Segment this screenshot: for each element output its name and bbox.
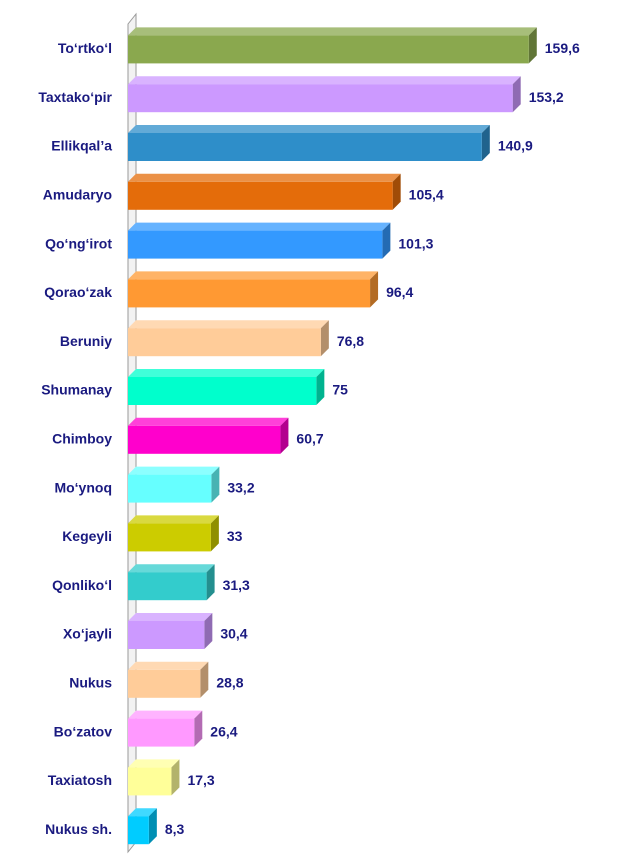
- y-tick-label: Xo‘jayli: [63, 626, 112, 642]
- bar-top: [128, 808, 157, 817]
- y-tick-label: Bo‘zatov: [54, 723, 113, 739]
- bar-top: [128, 173, 401, 182]
- y-tick-label: Taxiatosh: [48, 772, 112, 788]
- bar-side: [370, 271, 379, 308]
- bar: [128, 816, 149, 845]
- bar: [128, 377, 317, 405]
- bar-top: [128, 564, 215, 573]
- bar: [128, 230, 383, 259]
- bar-top: [128, 222, 391, 231]
- bar-top: [128, 125, 490, 133]
- bar-side: [210, 515, 219, 552]
- bar: [128, 572, 207, 601]
- bar-top: [128, 515, 219, 524]
- y-tick-label: Taxtako‘pir: [38, 89, 112, 105]
- bar-side: [320, 320, 329, 357]
- y-tick-label: Shumanay: [41, 382, 112, 398]
- bar-side: [528, 27, 537, 64]
- data-label: 33: [227, 528, 243, 544]
- bar-top: [128, 710, 203, 719]
- bar-side: [194, 710, 203, 747]
- bar-side: [171, 759, 180, 796]
- data-label: 31,3: [223, 577, 250, 593]
- y-tick-label: Qorao‘zak: [44, 284, 112, 300]
- bar-top: [128, 661, 209, 670]
- bar-side: [481, 125, 490, 161]
- y-tick-label: Qonliko‘l: [52, 577, 112, 593]
- bar-side: [512, 76, 521, 113]
- bar-side: [280, 417, 289, 454]
- bar: [128, 35, 529, 64]
- bar-top: [128, 27, 537, 36]
- y-tick-label: Nukus sh.: [45, 821, 112, 837]
- data-label: 17,3: [187, 772, 214, 788]
- bar: [128, 181, 393, 210]
- y-tick-label: Nukus: [69, 675, 112, 691]
- data-label: 75: [332, 382, 348, 398]
- bar-side: [148, 808, 157, 845]
- bar-top: [128, 320, 329, 329]
- data-label: 60,7: [296, 431, 323, 447]
- bar: [128, 767, 172, 796]
- y-tick-label: Qo‘ng‘irot: [45, 235, 112, 251]
- bar-top: [128, 76, 521, 85]
- bar: [128, 328, 321, 357]
- data-label: 101,3: [398, 235, 433, 251]
- data-label: 76,8: [337, 333, 364, 349]
- data-label: 28,8: [216, 675, 243, 691]
- bar-top: [128, 271, 379, 280]
- bar-side: [382, 222, 391, 259]
- bar: [128, 621, 205, 649]
- bar-top: [128, 613, 213, 621]
- data-label: 159,6: [545, 40, 580, 56]
- y-tick-label: Chimboy: [52, 431, 112, 447]
- y-tick-label: Ellikqal’a: [51, 138, 112, 154]
- bar-side: [316, 369, 325, 405]
- bar-side: [206, 564, 215, 601]
- data-label: 30,4: [220, 626, 247, 642]
- bar-side: [200, 661, 209, 698]
- bar: [128, 425, 281, 454]
- bar-side: [211, 466, 220, 503]
- bar: [128, 523, 211, 552]
- y-tick-label: Mo‘ynoq: [54, 479, 112, 495]
- y-tick-label: Beruniy: [60, 333, 112, 349]
- bar-top: [128, 369, 325, 377]
- bar-side: [204, 613, 213, 649]
- bar: [128, 279, 371, 308]
- data-label: 8,3: [165, 821, 185, 837]
- bar: [128, 84, 513, 113]
- data-label: 33,2: [227, 479, 254, 495]
- y-tick-label: Kegeyli: [62, 528, 112, 544]
- bar: [128, 474, 212, 503]
- data-label: 153,2: [529, 89, 564, 105]
- bar-top: [128, 417, 289, 426]
- bar-top: [128, 466, 220, 475]
- data-label: 140,9: [498, 138, 533, 154]
- bar-top: [128, 759, 180, 768]
- y-tick-label: To‘rtko‘l: [58, 40, 112, 56]
- data-label: 105,4: [409, 187, 444, 203]
- y-tick-label: Amudaryo: [43, 187, 112, 203]
- bar-side: [392, 173, 401, 210]
- bar: [128, 718, 195, 747]
- bar: [128, 133, 482, 161]
- data-label: 96,4: [386, 284, 413, 300]
- bar: [128, 669, 201, 698]
- data-label: 26,4: [210, 723, 237, 739]
